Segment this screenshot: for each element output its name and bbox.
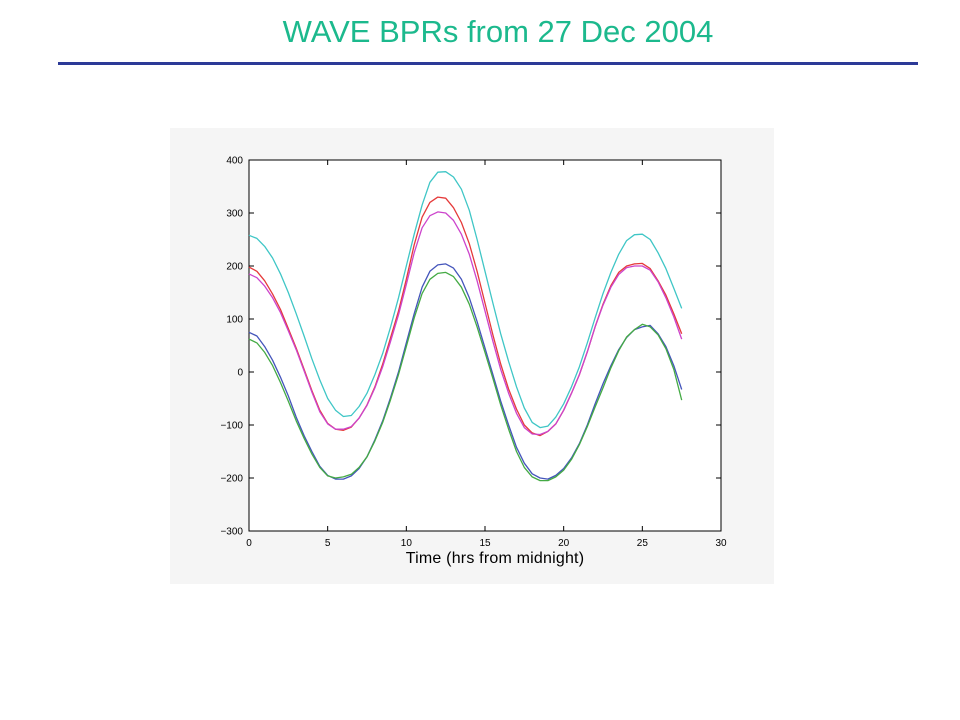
- axis-ticks: 0 5 10 15 20 25 30 400 300 200 100 0 −100 −200 −300: [220, 156, 727, 550]
- x-tick-label: 5: [325, 538, 331, 549]
- y-tick-label: 200: [226, 262, 243, 273]
- y-tick-label: 400: [226, 156, 243, 167]
- x-tick-label: 10: [401, 538, 413, 549]
- y-tick-label: −300: [220, 527, 243, 538]
- series-line-5: [248, 271, 683, 482]
- y-tick-label: −100: [220, 421, 243, 432]
- series-lines: [248, 171, 683, 482]
- x-tick-label: 15: [479, 538, 491, 549]
- x-tick-label: 0: [246, 538, 252, 549]
- y-tick-label: −200: [220, 474, 243, 485]
- y-tick-label: 0: [237, 368, 243, 379]
- title-rule: [58, 62, 918, 65]
- series-line-4: [248, 263, 683, 480]
- x-axis-label: Time (hrs from midnight): [405, 550, 585, 567]
- slide-title: WAVE BPRs from 27 Dec 2004: [282, 14, 714, 49]
- y-tick-label: 300: [226, 209, 243, 220]
- x-tick-label: 20: [558, 538, 570, 549]
- series-line-1: [248, 171, 683, 429]
- plot-area: [248, 159, 722, 532]
- y-tick-label: 100: [226, 315, 243, 326]
- x-tick-label: 30: [715, 538, 727, 549]
- series-line-3: [248, 211, 683, 436]
- x-tick-label: 25: [637, 538, 649, 549]
